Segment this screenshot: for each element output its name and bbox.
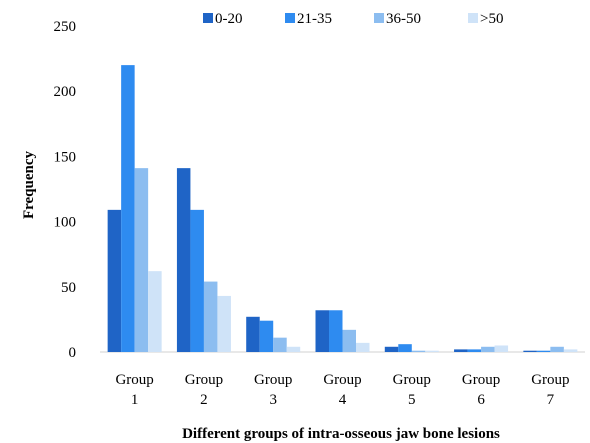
y-tick-label: 0 [69,345,77,361]
bar [411,350,426,352]
y-axis-label: Frequency [21,150,37,219]
y-tick-label: 200 [54,84,77,100]
bar [217,295,231,352]
legend-swatch [203,13,213,23]
bar [342,329,356,352]
x-tick-label: 3 [269,392,277,408]
y-axis-ticks: 0 50 100 150 200 250 [54,19,77,361]
x-tick-label: 2 [200,392,208,408]
x-tick-label: Group [393,372,431,388]
legend-swatch [468,13,478,23]
x-tick-label: Group [531,372,569,388]
x-tick-label: Group [185,372,223,388]
bar [286,346,301,352]
bars [107,65,578,353]
bar [384,346,399,352]
y-tick-label: 50 [61,280,76,296]
bar [246,316,260,352]
bar [398,344,412,352]
y-tick-label: 150 [54,149,77,165]
bar [523,350,537,352]
x-axis-label: Different groups of intra-osseous jaw bo… [182,426,500,442]
x-tick-label: 4 [339,392,347,408]
y-tick-label: 250 [54,19,77,35]
bar [494,345,509,352]
x-tick-label: 5 [408,392,416,408]
x-tick-label: Group [254,372,292,388]
bar [273,337,287,352]
bar [190,209,204,352]
legend-swatch [374,13,384,23]
legend-label: 36-50 [386,11,421,27]
bar [563,349,578,352]
bar [107,209,122,352]
bar [536,350,551,352]
legend-label: 0-20 [215,11,243,27]
bar [550,346,564,352]
bar [467,349,482,352]
bar [259,320,274,352]
x-axis-ticks: Group 1 Group 2 Group 3 Group 4 Group 5 Group 6 Grou… [115,372,569,408]
bar [481,346,495,352]
legend-label: 21-35 [297,11,332,27]
bar [121,65,135,353]
bar [329,310,343,352]
x-tick-label: 6 [477,392,485,408]
bar [356,342,370,352]
bar [454,349,468,352]
y-tick-label: 100 [54,215,77,231]
bar [176,168,191,352]
legend: 0-20 21-35 36-50 >50 [203,11,503,27]
bar [315,310,329,352]
bar [203,281,218,352]
x-tick-label: Group [323,372,361,388]
x-tick-label: Group [115,372,153,388]
bar [148,271,162,352]
bar [425,350,439,352]
legend-swatch [285,13,295,23]
x-tick-label: 1 [131,392,139,408]
x-tick-label: Group [462,372,500,388]
bar [134,168,149,352]
x-tick-label: 7 [547,392,555,408]
legend-label: >50 [480,11,503,27]
